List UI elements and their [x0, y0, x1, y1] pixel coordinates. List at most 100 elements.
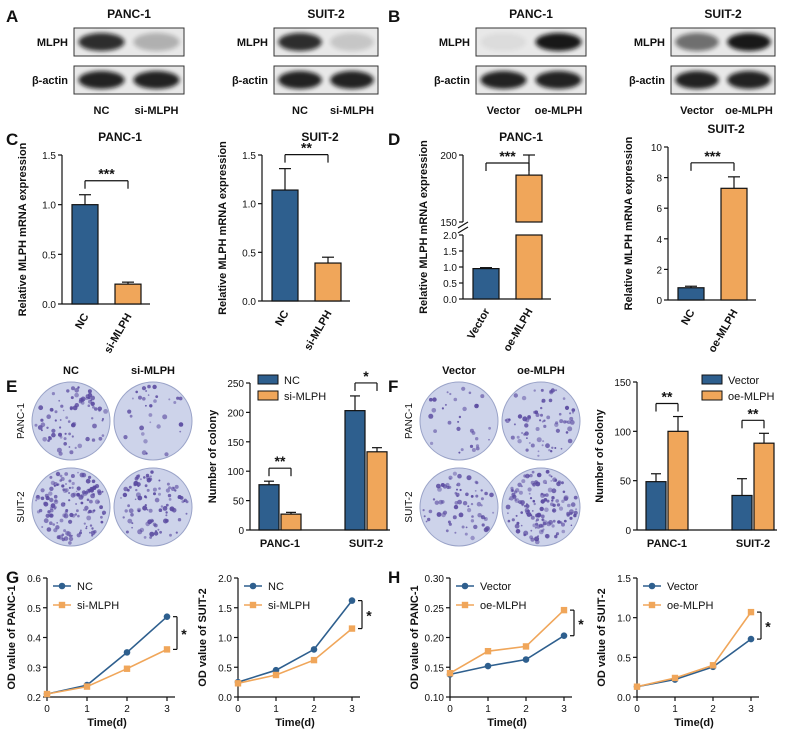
colony-e-colony [150, 470, 154, 474]
colony-f-colony [454, 501, 459, 505]
colony-e-colony [77, 443, 83, 449]
chart-g1-point [123, 649, 131, 656]
colony-f-colony [488, 426, 491, 430]
colony-e-colony [92, 405, 95, 409]
colony-e-colony [143, 476, 146, 479]
colony-f-colony [462, 406, 467, 412]
colony-e-colony [88, 399, 92, 404]
colony-f-colony [537, 450, 540, 453]
colony-e-colony [49, 497, 54, 503]
colony-e-colony [168, 486, 172, 490]
blot-a-panc1-row-label: MLPH [37, 37, 68, 49]
chart-h2-legend-marker [648, 582, 656, 590]
chart-h1-legend-label: Vector [480, 581, 512, 593]
colony-e-colony [165, 514, 168, 517]
panel-label-H: H [388, 568, 400, 587]
colony-f-colony [458, 512, 464, 518]
chart-h2-series-line [636, 611, 752, 688]
colony-e-colony [91, 510, 95, 514]
colony-e-colony [60, 477, 65, 481]
colony-e-colony [165, 511, 168, 514]
chart-g2-x-tick-label: 1 [273, 704, 279, 715]
colony-f-colony [559, 419, 564, 424]
colony-f-colony [524, 431, 529, 436]
colony-e-colony [149, 518, 154, 523]
colony-e-colony [158, 492, 161, 496]
colony-e-colony [123, 486, 128, 492]
chart-g1-x-tick-label: 3 [164, 704, 170, 715]
colony-e-colony [101, 419, 104, 422]
colony-f-colony [460, 448, 464, 452]
chart-d1-lower-y-tick-label: 2.0 [443, 231, 457, 242]
chart-d2-bar [677, 287, 705, 301]
colony-f-colony [558, 412, 562, 416]
colony-f-colony [480, 489, 483, 492]
colony-e-colony [71, 513, 76, 518]
chart-g2-legend-marker [249, 601, 257, 609]
colony-f-colony [551, 496, 555, 500]
colony-f-colony [516, 435, 520, 439]
colony-e-colony [54, 410, 58, 414]
colony-e-colony [168, 498, 172, 501]
colony-e-colony [91, 479, 96, 484]
chart-f-y-tick-label: 150 [614, 378, 631, 389]
colony-f-colony [517, 439, 522, 444]
colony-e-colony [165, 503, 169, 507]
chart-h1-point [484, 662, 492, 670]
colony-e-colony [90, 395, 95, 401]
blot-b-panc1-row-label: β-actin [434, 75, 470, 87]
chart-g1-legend-marker [58, 582, 66, 590]
colony-e-colony [68, 446, 71, 448]
colony-f-colony [465, 526, 468, 529]
colony-f-colony [562, 397, 566, 400]
colony-e-colony [158, 508, 163, 512]
colony-e-colony [149, 531, 155, 537]
chart-d1-break-mark [457, 221, 469, 229]
colony-e-colony [147, 394, 150, 396]
chart-g1-legend-label: NC [77, 581, 93, 593]
chart-h1-point [522, 656, 530, 663]
chart-d1-bar [472, 268, 500, 300]
colony-e-colony [58, 432, 62, 437]
colony-e-colony [69, 450, 74, 455]
colony-f-colony [524, 504, 527, 508]
colony-e-colony [62, 488, 66, 491]
colony-f-colony [470, 535, 475, 541]
blot-b-suit2-band [675, 71, 719, 89]
colony-e-colony [42, 437, 47, 442]
chart-c1-bar [114, 283, 142, 305]
colony-e-colony [89, 524, 93, 527]
colony-f-colony [461, 386, 466, 391]
colony-e-colony [135, 492, 141, 498]
blot-b-panc1-band [480, 71, 527, 89]
colony-e-colony [81, 490, 86, 495]
colony-f-colony [530, 529, 533, 532]
colony-f-colony [456, 426, 461, 431]
colony-e-colony [185, 512, 188, 515]
colony-f-colony [563, 519, 567, 523]
chart-g2-x-tick-label: 0 [235, 704, 241, 715]
blot-a-suit2-title: SUIT-2 [307, 7, 345, 21]
colony-f-colony [550, 502, 554, 507]
colony-f-colony [517, 414, 523, 419]
colony-e-colony [169, 533, 172, 537]
colony-f-colony [452, 515, 457, 520]
chart-h2-point [671, 674, 679, 682]
colony-f-colony [522, 416, 528, 422]
colony-e-colony [49, 508, 54, 513]
colony-f-colony [433, 429, 437, 433]
colony-e-colony [128, 508, 134, 514]
colony-e-colony [68, 499, 71, 502]
colony-f-colony [449, 392, 452, 396]
chart-f-bar [645, 481, 667, 531]
chart-f-y-tick-label: 0 [625, 526, 631, 537]
colony-e-colony [98, 436, 103, 441]
colony-e-colony [168, 398, 171, 401]
colony-f-colony [555, 421, 559, 425]
colony-e-colony [143, 439, 148, 444]
colony-f-colony [474, 403, 479, 409]
chart-h1-legend-label: oe-MLPH [480, 600, 527, 612]
colony-e-colony [53, 494, 58, 499]
chart-g2-y-tick-label: 0.0 [218, 693, 232, 704]
